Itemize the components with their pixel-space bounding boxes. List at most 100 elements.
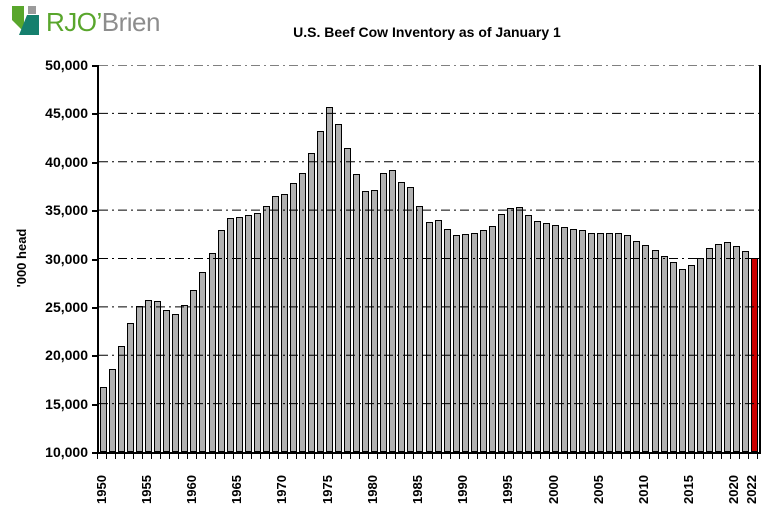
- x-tick-mark: [576, 454, 578, 459]
- x-tick-mark: [404, 454, 406, 459]
- x-tick-mark: [540, 454, 541, 459]
- x-tick-mark: [558, 454, 560, 459]
- x-tick-mark: [304, 454, 306, 459]
- bar-1986: [425, 221, 433, 452]
- x-tick-mark: [422, 454, 424, 459]
- x-tick-mark: [241, 454, 243, 459]
- x-tick-mark: [549, 454, 551, 459]
- bar-2002: [570, 228, 578, 452]
- y-tick-label-25000: 25,000: [45, 298, 88, 315]
- bar-2014: [678, 269, 686, 452]
- x-tick-mark: [693, 454, 695, 459]
- bar-1966: [244, 214, 252, 452]
- bar-2019: [723, 242, 731, 452]
- bar-2003: [579, 230, 587, 452]
- x-tick-mark: [350, 454, 352, 459]
- y-tick-mark: [92, 355, 97, 358]
- bar-1994: [497, 214, 505, 452]
- x-tick-mark: [368, 454, 370, 459]
- bar-1956: [154, 301, 162, 452]
- bar-2013: [669, 262, 677, 452]
- x-tick-mark: [169, 454, 171, 459]
- bar-1983: [398, 182, 406, 452]
- y-tick-mark: [92, 161, 97, 164]
- x-tick-mark: [332, 454, 334, 459]
- bar-1958: [172, 313, 180, 452]
- y-tick-label-15000: 15,000: [45, 395, 88, 412]
- bar-2005: [597, 233, 605, 452]
- x-tick-mark: [359, 454, 361, 459]
- bar-1961: [199, 272, 207, 452]
- x-tick-mark: [431, 454, 433, 459]
- bar-1982: [389, 169, 397, 452]
- bar-2018: [714, 244, 722, 452]
- x-tick-label-1965: 1965: [229, 475, 245, 504]
- x-tick-mark: [757, 454, 758, 459]
- x-tick-mark: [268, 454, 270, 459]
- x-tick-mark: [142, 454, 144, 459]
- logo-text-rjo: RJO’: [46, 7, 102, 37]
- x-tick-mark: [413, 454, 415, 459]
- x-tick-mark: [395, 454, 397, 459]
- x-tick-label-2015: 2015: [681, 475, 697, 504]
- x-tick-mark: [124, 454, 126, 459]
- bar-2015: [687, 265, 695, 452]
- bar-1980: [371, 189, 379, 452]
- bar-1981: [380, 173, 388, 452]
- bar-1951: [109, 368, 117, 452]
- x-tick-mark: [675, 454, 677, 459]
- x-tick-label-1995: 1995: [500, 475, 516, 504]
- y-tick-mark: [92, 306, 97, 309]
- bar-1955: [145, 300, 153, 452]
- bar-2012: [660, 255, 668, 452]
- x-tick-mark: [494, 454, 496, 459]
- bar-1973: [307, 153, 315, 452]
- bar-2001: [561, 226, 569, 452]
- bar-1963: [217, 230, 225, 452]
- x-tick-mark: [313, 454, 315, 459]
- bar-2007: [615, 233, 623, 452]
- x-tick-mark: [512, 454, 514, 459]
- x-tick-mark: [133, 454, 135, 459]
- bar-1959: [181, 304, 189, 452]
- x-tick-mark: [639, 454, 641, 459]
- bar-1969: [271, 195, 279, 452]
- x-tick-mark: [702, 454, 704, 459]
- y-tick-label-50000: 50,000: [45, 57, 88, 73]
- bar-1990: [461, 234, 469, 452]
- bar-2016: [696, 257, 704, 452]
- x-tick-mark: [214, 454, 216, 459]
- bar-1989: [452, 235, 460, 452]
- bar-1964: [226, 217, 234, 452]
- y-tick-mark: [92, 113, 97, 116]
- x-tick-mark: [223, 454, 225, 459]
- bar-1985: [416, 206, 424, 452]
- bar-2020: [732, 245, 740, 452]
- bar-2017: [705, 247, 713, 452]
- x-tick-label-2005: 2005: [590, 475, 606, 504]
- x-tick-mark: [440, 454, 442, 459]
- bar-1953: [127, 323, 135, 452]
- bar-1967: [253, 213, 261, 452]
- bar-1997: [524, 214, 532, 452]
- bar-2010: [642, 244, 650, 452]
- bar-1984: [407, 186, 415, 452]
- y-tick-label-20000: 20,000: [45, 347, 88, 364]
- x-tick-mark: [377, 454, 379, 459]
- bar-1978: [353, 174, 361, 452]
- x-tick-mark: [603, 454, 605, 459]
- y-tick-label-35000: 35,000: [45, 202, 88, 219]
- x-tick-mark: [747, 454, 749, 459]
- bar-1972: [298, 173, 306, 452]
- x-tick-label-2010: 2010: [635, 475, 651, 504]
- bar-1952: [118, 345, 126, 452]
- x-tick-mark: [160, 454, 162, 459]
- x-tick-mark: [657, 454, 659, 459]
- y-tick-mark: [92, 258, 97, 261]
- bar-2022: [750, 257, 758, 452]
- x-tick-mark: [286, 454, 288, 459]
- x-tick-mark: [97, 454, 98, 459]
- bar-1974: [317, 130, 324, 452]
- x-tick-mark: [648, 454, 650, 459]
- x-tick-mark: [720, 454, 722, 459]
